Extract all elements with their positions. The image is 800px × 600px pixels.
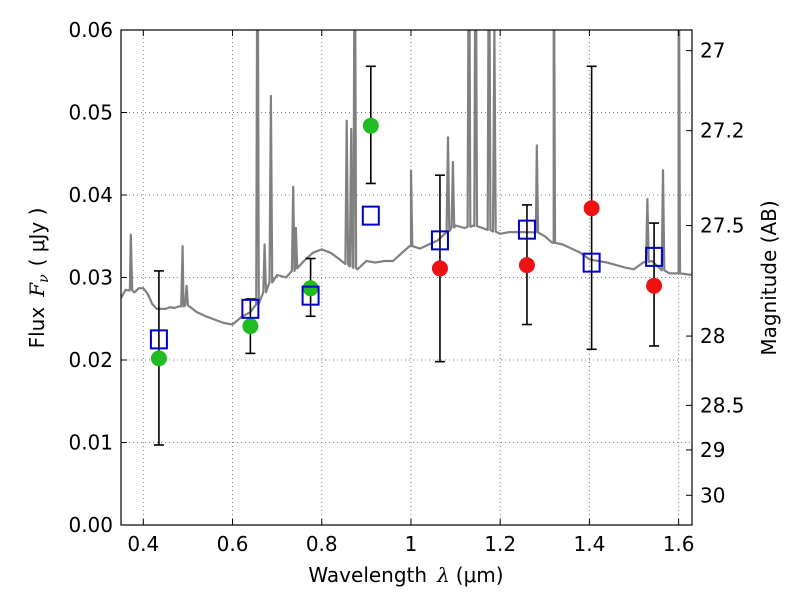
y2-axis-label: Magnitude (AB) [757,200,781,355]
x-tick-label: 1.4 [573,532,605,556]
magnitude-tick-label: 30 [700,483,725,507]
x-axis-label-symbol: λ [436,563,450,587]
model-square-marker [149,329,168,350]
model-square-marker [517,219,536,240]
x-tick-label: 0.8 [306,532,338,556]
red-data-point [583,200,600,217]
x-tick-label: 0.6 [217,532,249,556]
x-tick-label: 0.4 [127,532,159,556]
model-square-marker [241,298,260,319]
magnitude-tick-label: 28 [700,324,725,348]
magnitude-tick-label: 27.5 [700,214,745,238]
y-tick-label: 0.06 [68,18,113,42]
grid-lines [121,29,692,526]
red-data-point [431,260,448,277]
x-axis-ticks: 0.4 0.6 0.8 1 1.2 1.4 1.6 [127,30,695,556]
y-tick-label: 0.04 [68,183,113,207]
model-square-marker [301,285,320,306]
model-square-marker [645,246,664,267]
x-tick-label: 1.2 [484,532,516,556]
y-tick-label: 0.02 [68,348,113,372]
spectrum-layer [121,30,692,326]
y-tick-label: 0.05 [68,101,113,125]
green-data-point [362,117,379,134]
magnitude-tick-label: 27 [700,39,725,63]
green-data-point [150,350,167,367]
magnitude-tick-label: 27.2 [700,119,745,143]
x-axis-label: Wavelength λ (μm) [308,563,503,587]
red-data-point [518,257,535,274]
green-data-point [242,318,259,335]
y-axis-label-subscript: ν [36,274,52,283]
model-square-marker [361,205,380,226]
magnitude-tick-label: 29 [700,438,725,462]
x-axis-label-unit: (μm) [456,563,504,587]
y-tick-label: 0.01 [68,431,113,455]
red-data-point [646,277,663,294]
magnitude-tick-label: 28.5 [700,393,745,417]
y-axis-label-text: Flux [25,307,49,349]
x-axis-label-text: Wavelength [308,563,427,587]
y-tick-label: 0.03 [68,266,113,290]
x-tick-label: 1 [405,532,418,556]
x-tick-label: 1.6 [663,532,695,556]
y-axis-label: Flux Fν ( μJy ) [25,208,52,349]
model-square-marker [430,230,449,251]
marker-layer [149,117,664,367]
y-tick-label: 0.00 [68,513,113,537]
y-axis-label-symbol: F [25,282,49,298]
y-axis-ticks: 0.00 0.01 0.02 0.03 0.04 0.05 0.06 [68,18,127,537]
magnitude-axis-ticks: 27 27.2 27.5 28 28.5 29 30 [686,39,745,507]
spectrum-line [121,30,692,326]
y-axis-label-unit: ( μJy ) [25,208,49,267]
model-square-marker [582,252,601,273]
green-data-point [302,280,319,297]
